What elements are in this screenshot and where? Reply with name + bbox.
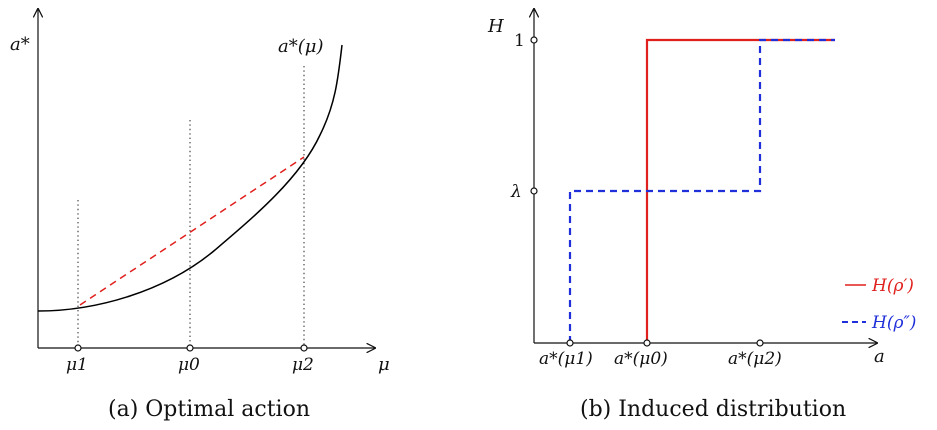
panel-a-y-label: a* xyxy=(10,34,30,55)
legend-label-red: H(ρ′) xyxy=(871,276,914,296)
marker-a-mu2 xyxy=(756,339,764,347)
tick-mu1: μ1 xyxy=(66,355,88,375)
marker-a-mu0 xyxy=(643,339,651,347)
marker-mu1 xyxy=(74,344,82,352)
x-tick-a-mu0: a*(μ0) xyxy=(614,349,668,369)
marker-y-lambda xyxy=(530,187,538,195)
marker-mu0 xyxy=(186,344,194,352)
x-tick-a-mu2: a*(μ2) xyxy=(728,349,782,369)
curve-a-star xyxy=(37,44,343,312)
marker-y-1 xyxy=(530,36,538,44)
panel-b-x-label: a xyxy=(874,346,885,367)
panel-a: a* a*(μ) μ μ1 μ0 μ2 (a) Optimal action xyxy=(10,9,390,422)
marker-mu2 xyxy=(300,344,308,352)
x-tick-a-mu1: a*(μ1) xyxy=(539,349,593,369)
panel-a-x-label: μ xyxy=(378,354,390,375)
step-h-rho-double-prime xyxy=(568,38,835,343)
legend: H(ρ′) H(ρ″) xyxy=(842,276,916,333)
dashed-chord xyxy=(79,156,305,306)
panel-b: H 1 λ a a*(μ1) a*(μ0) a*(μ2) H(ρ′) H(ρ″)… xyxy=(487,9,916,422)
marker-a-mu1 xyxy=(566,339,574,347)
legend-label-blue: H(ρ″) xyxy=(871,313,916,333)
y-tick-1: 1 xyxy=(514,31,525,51)
caption-b: (b) Induced distribution xyxy=(580,397,846,422)
curve-label: a*(μ) xyxy=(278,36,323,57)
y-tick-lambda: λ xyxy=(510,182,522,202)
caption-a: (a) Optimal action xyxy=(108,397,310,422)
panel-b-y-label: H xyxy=(487,16,504,37)
tick-mu2: μ2 xyxy=(292,355,314,375)
tick-mu0: μ0 xyxy=(178,355,200,375)
